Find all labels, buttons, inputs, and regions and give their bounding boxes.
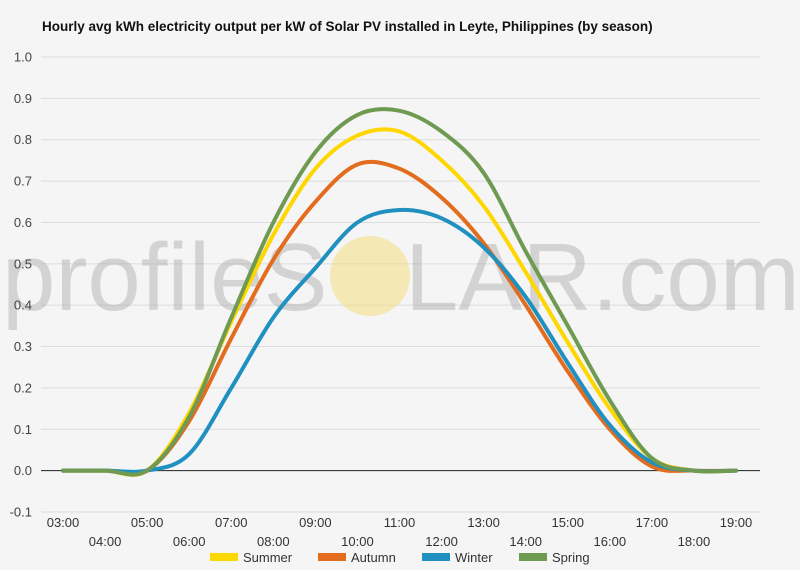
x-tick-label: 15:00: [551, 515, 584, 530]
y-tick-label: 0.7: [14, 174, 32, 189]
y-tick-label: 0.1: [14, 422, 32, 437]
x-tick-label: 04:00: [89, 534, 122, 549]
x-tick-label: 07:00: [215, 515, 248, 530]
watermark-text-right: LAR.com: [405, 224, 800, 331]
x-tick-label: 12:00: [425, 534, 458, 549]
x-tick-label: 18:00: [678, 534, 711, 549]
x-tick-label: 05:00: [131, 515, 164, 530]
series-lines: [61, 107, 738, 477]
y-tick-label: 0.8: [14, 132, 32, 147]
y-tick-label: 0.6: [14, 215, 32, 230]
x-tick-label: 13:00: [467, 515, 500, 530]
x-tick-label: 09:00: [299, 515, 332, 530]
legend-label-autumn: Autumn: [351, 550, 396, 565]
y-axis-ticks: -0.1 0.0 0.1 0.2 0.3 0.4 0.5 0.6 0.7 0.8 0.9 1.0: [10, 50, 32, 520]
x-tick-label: 03:00: [47, 515, 80, 530]
legend-swatch-winter: [422, 553, 450, 561]
watermark-text-left: profileS: [2, 224, 328, 331]
y-tick-label: 1.0: [14, 50, 32, 65]
x-tick-label: 08:00: [257, 534, 290, 549]
series-line-spring: [61, 107, 738, 477]
y-tick-label: -0.1: [10, 505, 32, 520]
watermark-sun-icon: [330, 236, 410, 316]
legend-label-winter: Winter: [455, 550, 493, 565]
watermark: profileS LAR.com: [2, 224, 800, 331]
y-tick-label: 0.2: [14, 380, 32, 395]
x-tick-label: 19:00: [720, 515, 753, 530]
x-tick-label: 16:00: [594, 534, 627, 549]
legend-swatch-autumn: [318, 553, 346, 561]
x-tick-label: 06:00: [173, 534, 206, 549]
y-tick-label: 0.3: [14, 339, 32, 354]
series-line-summer: [61, 127, 738, 477]
legend-swatch-spring: [519, 553, 547, 561]
y-tick-label: 0.5: [14, 256, 32, 271]
x-axis-ticks: 03:00 04:00 05:00 06:00 07:00 08:00 09:00 10:00…: [47, 515, 753, 549]
legend-label-summer: Summer: [243, 550, 293, 565]
series-line-winter: [61, 207, 738, 474]
gridlines: [41, 56, 760, 513]
y-tick-label: 0.0: [14, 463, 32, 478]
chart-title: Hourly avg kWh electricity output per kW…: [42, 19, 653, 34]
x-tick-label: 10:00: [341, 534, 374, 549]
y-tick-label: 0.9: [14, 91, 32, 106]
x-tick-label: 11:00: [384, 515, 416, 530]
x-tick-label: 17:00: [636, 515, 669, 530]
x-tick-label: 14:00: [509, 534, 542, 549]
y-tick-label: 0.4: [14, 298, 32, 313]
legend: Summer Autumn Winter Spring: [210, 550, 590, 565]
legend-swatch-summer: [210, 553, 238, 561]
legend-label-spring: Spring: [552, 550, 590, 565]
